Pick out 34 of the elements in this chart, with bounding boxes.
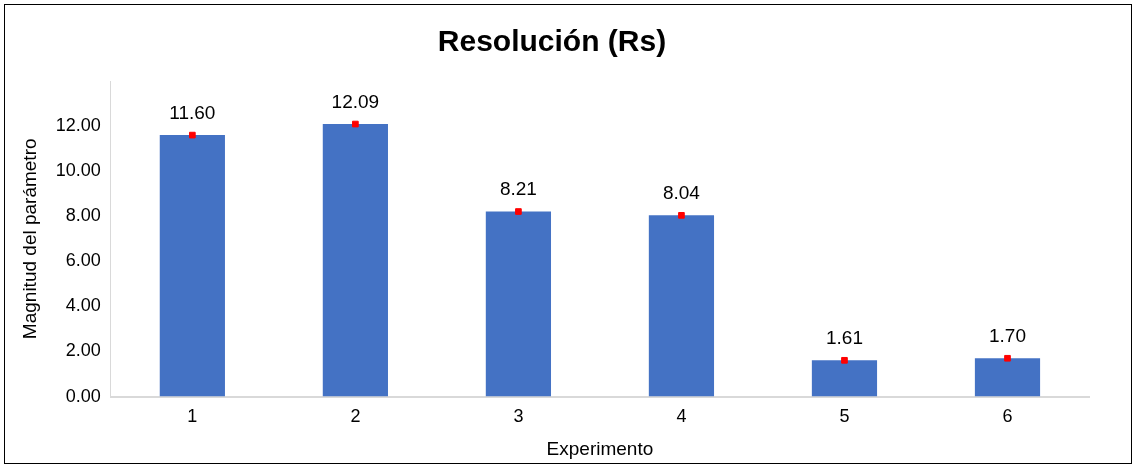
bar [974,358,1041,397]
y-axis-title: Magnitud del parámetro [18,138,40,340]
y-tick-label: 12.00 [55,115,101,136]
bar [648,215,715,397]
data-label: 1.70 [988,325,1026,347]
x-tick-label: 6 [1002,406,1013,427]
x-tick-label: 3 [513,406,524,427]
y-tick-label: 2.00 [65,340,101,361]
y-tick-label: 6.00 [65,250,101,271]
data-label: 12.09 [331,90,380,112]
data-label: 8.04 [662,182,701,204]
bar [322,124,388,397]
x-tick-label: 2 [350,406,361,427]
x-axis-title: Experimento [546,437,654,459]
chart-title: Resolución (Rs) [437,24,667,58]
x-tick-label: 4 [676,406,687,427]
bar [159,135,225,397]
data-label: 1.61 [825,327,863,349]
data-label: 8.21 [499,178,537,200]
point [352,120,359,128]
point [1004,354,1011,362]
x-tick-label: 5 [839,406,850,427]
data-label: 11.60 [169,101,216,123]
y-tick-label: 0.00 [65,385,101,406]
y-tick-label: 8.00 [65,205,101,226]
y-tick-label: 4.00 [65,295,101,316]
x-tick-label: 1 [187,406,198,427]
bar [811,360,878,397]
point [678,212,685,219]
bar [485,211,552,397]
y-tick-label: 10.00 [55,160,101,181]
point [189,131,196,139]
point [515,208,522,215]
point [841,356,848,364]
